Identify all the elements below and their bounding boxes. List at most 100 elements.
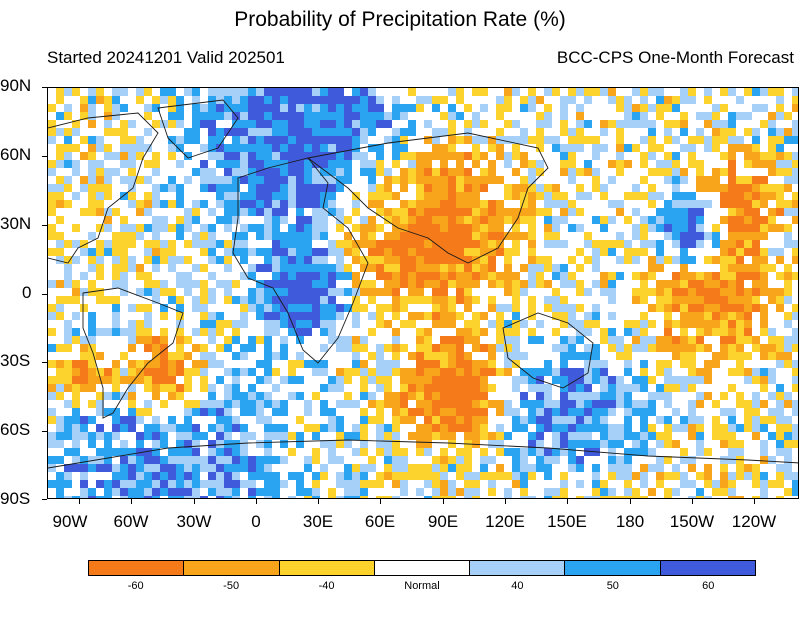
field-cell [408, 104, 416, 112]
field-cell [704, 392, 712, 400]
field-cell [592, 312, 600, 320]
field-cell [584, 344, 592, 352]
field-cell [384, 120, 392, 128]
field-cell [216, 256, 224, 264]
field-cell [328, 168, 336, 176]
field-cell [576, 456, 584, 464]
field-cell [336, 96, 344, 104]
field-cell [248, 136, 256, 144]
field-cell [336, 120, 344, 128]
field-cell [520, 416, 528, 424]
field-cell [520, 488, 528, 496]
field-cell [656, 432, 664, 440]
field-cell [48, 304, 56, 312]
field-cell [688, 280, 696, 288]
field-cell [776, 200, 784, 208]
field-cell [104, 168, 112, 176]
field-cell [544, 112, 552, 120]
field-cell [784, 232, 792, 240]
field-cell [592, 264, 600, 272]
field-cell [352, 296, 360, 304]
field-cell [176, 224, 184, 232]
field-cell [672, 136, 680, 144]
field-cell [448, 168, 456, 176]
field-cell [488, 440, 496, 448]
field-cell [320, 224, 328, 232]
field-cell [360, 408, 368, 416]
field-cell [384, 256, 392, 264]
field-cell [168, 144, 176, 152]
field-cell [344, 144, 352, 152]
field-cell [760, 352, 768, 360]
field-cell [496, 208, 504, 216]
field-cell [464, 416, 472, 424]
field-cell [552, 200, 560, 208]
field-cell [704, 360, 712, 368]
field-cell [632, 344, 640, 352]
field-cell [72, 392, 80, 400]
field-cell [408, 224, 416, 232]
field-cell [344, 104, 352, 112]
field-cell [528, 240, 536, 248]
field-cell [64, 472, 72, 480]
field-cell [456, 160, 464, 168]
field-cell [552, 288, 560, 296]
field-cell [304, 464, 312, 472]
field-cell [528, 104, 536, 112]
field-cell [280, 112, 288, 120]
field-cell [336, 264, 344, 272]
field-cell [440, 248, 448, 256]
field-cell [256, 160, 264, 168]
field-cell [776, 208, 784, 216]
lat-tick [42, 499, 47, 500]
field-cell [608, 408, 616, 416]
field-cell [400, 144, 408, 152]
field-cell [744, 232, 752, 240]
field-cell [152, 200, 160, 208]
field-cell [368, 264, 376, 272]
field-cell [48, 384, 56, 392]
field-cell [632, 88, 640, 96]
field-cell [344, 176, 352, 184]
field-cell [736, 440, 744, 448]
field-cell [688, 368, 696, 376]
field-cell [520, 448, 528, 456]
field-cell [240, 224, 248, 232]
field-cell [376, 288, 384, 296]
field-cell [584, 448, 592, 456]
field-cell [296, 360, 304, 368]
field-cell [464, 456, 472, 464]
field-cell [64, 152, 72, 160]
field-cell [504, 368, 512, 376]
field-cell [328, 376, 336, 384]
field-cell [376, 344, 384, 352]
field-cell [288, 272, 296, 280]
field-cell [584, 384, 592, 392]
field-cell [176, 472, 184, 480]
field-cell [712, 360, 720, 368]
field-cell [792, 152, 798, 160]
field-cell [432, 144, 440, 152]
field-cell [448, 200, 456, 208]
field-cell [424, 408, 432, 416]
field-cell [376, 312, 384, 320]
field-cell [248, 176, 256, 184]
field-cell [216, 312, 224, 320]
field-cell [264, 464, 272, 472]
field-cell [728, 496, 736, 498]
field-cell [120, 352, 128, 360]
field-cell [104, 192, 112, 200]
field-cell [128, 160, 136, 168]
field-cell [736, 264, 744, 272]
field-cell [696, 176, 704, 184]
field-cell [480, 200, 488, 208]
field-cell [160, 88, 168, 96]
field-cell [416, 176, 424, 184]
field-cell [544, 88, 552, 96]
field-cell [696, 112, 704, 120]
field-cell [632, 376, 640, 384]
field-cell [440, 200, 448, 208]
field-cell [160, 96, 168, 104]
field-cell [376, 160, 384, 168]
field-cell [320, 128, 328, 136]
